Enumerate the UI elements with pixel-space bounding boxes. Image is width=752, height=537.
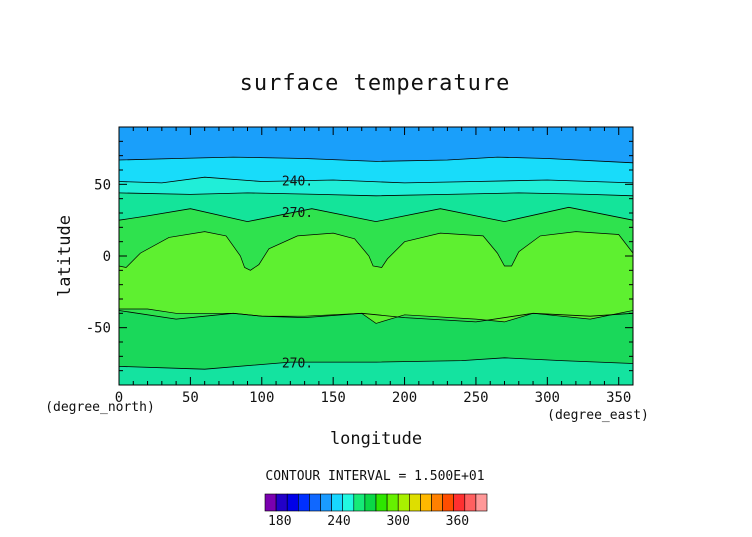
contour-line-3 bbox=[118, 206, 634, 223]
colorbar-swatch bbox=[475, 493, 488, 512]
colorbar-swatch bbox=[331, 493, 344, 512]
colorbar-swatch bbox=[453, 493, 466, 512]
contour-line-5 bbox=[118, 357, 634, 370]
colorbar-tick-label: 180 bbox=[268, 514, 291, 529]
x-tick-label: 50 bbox=[182, 390, 199, 406]
y-tick-label: 50 bbox=[94, 177, 111, 193]
temperature-band-0 bbox=[118, 126, 634, 164]
contour-line-1 bbox=[118, 176, 634, 184]
contour-labels: 240. 270. 270. bbox=[282, 174, 313, 372]
contour-line-2 bbox=[118, 192, 634, 197]
y-axis-label: latitude bbox=[55, 215, 75, 297]
colorbar-swatch bbox=[408, 493, 421, 512]
colorbar-tick-label: 240 bbox=[327, 514, 350, 529]
colorbar-swatch bbox=[397, 493, 410, 512]
x-tick-label: 250 bbox=[463, 390, 488, 406]
colorbar-swatch bbox=[264, 493, 277, 512]
contour-label-0: 240. bbox=[282, 174, 313, 189]
temperature-band-warm bbox=[118, 231, 634, 324]
x-tick-label: 0 bbox=[115, 390, 123, 406]
x-axis-label: longitude bbox=[330, 429, 422, 449]
colorbar-swatch bbox=[431, 493, 443, 512]
colorbar-swatch bbox=[342, 493, 355, 512]
contour-line-4 bbox=[118, 310, 634, 323]
colorbar-swatch bbox=[420, 493, 432, 512]
x-tick-label: 200 bbox=[392, 390, 417, 406]
contour-line-0 bbox=[118, 156, 634, 164]
contour-interval-note: CONTOUR INTERVAL = 1.500E+01 bbox=[265, 469, 484, 484]
y-axis-unit: (degree_north) bbox=[45, 400, 155, 415]
colorbar-swatch bbox=[364, 493, 377, 512]
colorbar-swatch bbox=[309, 493, 321, 512]
colorbar-swatch bbox=[275, 493, 288, 512]
x-tick-label: 300 bbox=[535, 390, 560, 406]
contour-lines bbox=[118, 156, 634, 370]
colorbar: 180 240 300 360 bbox=[264, 493, 488, 529]
colorbar-swatch bbox=[464, 493, 477, 512]
colorbar-swatch bbox=[320, 493, 332, 512]
x-tick-label: 350 bbox=[606, 390, 631, 406]
colorbar-swatch bbox=[386, 493, 399, 512]
colorbar-swatch bbox=[375, 493, 388, 512]
colorbar-swatch bbox=[353, 493, 366, 512]
x-axis-unit: (degree_east) bbox=[547, 408, 649, 423]
y-tick-label: 0 bbox=[103, 249, 111, 265]
colorbar-swatch bbox=[286, 493, 299, 512]
contour-label-1: 270. bbox=[282, 206, 313, 221]
chart-title: surface temperature bbox=[240, 71, 511, 96]
x-axis-ticks: 0 50 100 150 200 250 300 350 bbox=[115, 127, 631, 406]
x-tick-label: 150 bbox=[321, 390, 346, 406]
colorbar-tick-label: 360 bbox=[446, 514, 469, 529]
contour-label-2: 270. bbox=[282, 357, 313, 372]
x-tick-label: 100 bbox=[249, 390, 274, 406]
y-axis-ticks: 50 0 -50 bbox=[86, 140, 633, 372]
colorbar-swatch bbox=[442, 493, 455, 512]
colorbar-swatch bbox=[297, 493, 310, 512]
colorbar-tick-label: 300 bbox=[386, 514, 409, 529]
plot-area bbox=[118, 126, 634, 386]
y-tick-label: -50 bbox=[86, 321, 111, 337]
